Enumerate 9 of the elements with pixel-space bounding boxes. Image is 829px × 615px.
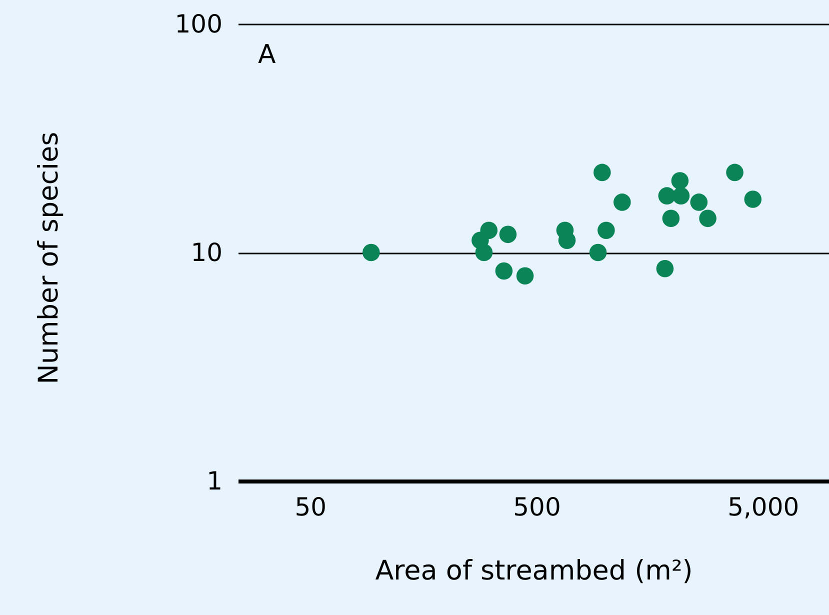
- x-axis-title: Area of streambed (m²): [375, 556, 693, 586]
- y-tick-label: 10: [190, 238, 222, 267]
- y-tick-label: 100: [174, 10, 222, 38]
- x-tick-label: 50: [294, 492, 327, 522]
- x-tick-label: 500: [513, 492, 561, 522]
- x-tick-label: 5,000: [728, 492, 800, 522]
- y-axis-title: Number of species: [34, 132, 64, 384]
- y-tick-label: 1: [206, 466, 222, 496]
- annotation: A: [258, 40, 276, 70]
